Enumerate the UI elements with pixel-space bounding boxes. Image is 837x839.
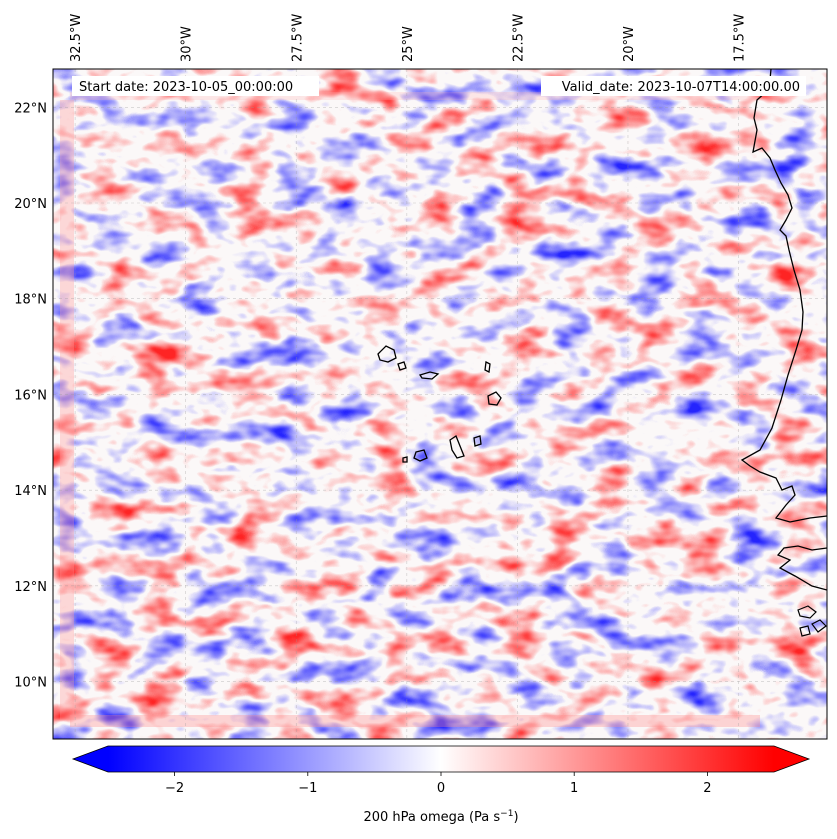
valid-date-box: Valid_date: 2023-10-07T14:00:00.00 xyxy=(541,76,806,96)
island-santo-antao xyxy=(377,345,397,363)
lon-label: 27.5°W xyxy=(290,14,305,62)
lon-label: 30°W xyxy=(180,26,195,62)
coastline-bissagos xyxy=(797,605,827,637)
colorbar-tick-label: 0 xyxy=(437,781,445,796)
island-sao-nicolau xyxy=(418,371,440,380)
domain-border-bottom xyxy=(70,715,760,727)
latitude-labels: 22°N 20°N 18°N 16°N 14°N 12°N 10°N xyxy=(14,101,47,690)
valid-date-label: Valid_date: 2023-10-07T14:00:00.00 xyxy=(562,80,800,95)
cape-verde-islands xyxy=(377,345,502,463)
lat-label: 14°N xyxy=(14,484,47,499)
longitude-labels: 32.5°W 30°W 27.5°W 25°W 22.5°W 20°W 17.5°W xyxy=(69,14,747,62)
lat-label: 20°N xyxy=(14,197,47,212)
colorbar-label: 200 hPa omega (Pa s−1) xyxy=(363,809,518,825)
island-sao-vicente xyxy=(397,361,407,371)
colorbar-tick-label: 1 xyxy=(570,781,578,796)
omega-field xyxy=(53,69,827,739)
colorbar-tick-label: −2 xyxy=(165,781,184,796)
coastline-guinea xyxy=(776,545,827,591)
domain-border-left xyxy=(60,100,74,720)
map-frame xyxy=(52,68,828,740)
domain-border-top xyxy=(70,92,760,100)
lon-label: 25°W xyxy=(401,26,416,62)
gridlines xyxy=(53,69,827,739)
lon-label: 17.5°W xyxy=(733,14,748,62)
lon-label: 20°W xyxy=(622,26,637,62)
lat-label: 12°N xyxy=(14,580,47,595)
colorbar-ticks: −2 −1 0 1 2 xyxy=(165,772,712,796)
colorbar-tick-label: 2 xyxy=(703,781,711,796)
coastline-africa xyxy=(740,69,827,523)
colorbar-extend-low xyxy=(73,746,108,772)
lat-label: 18°N xyxy=(14,293,47,308)
lat-label: 16°N xyxy=(14,388,47,403)
lon-label: 32.5°W xyxy=(69,14,84,62)
start-date-label: Start date: 2023-10-05_00:00:00 xyxy=(79,80,293,95)
lat-label: 22°N xyxy=(14,101,47,116)
colorbar-extend-high xyxy=(774,746,809,772)
lon-label: 22.5°W xyxy=(511,14,526,62)
island-maio xyxy=(473,435,482,447)
island-boa-vista xyxy=(487,391,502,406)
island-fogo xyxy=(413,449,428,462)
start-date-box: Start date: 2023-10-05_00:00:00 xyxy=(72,76,319,96)
map-panel xyxy=(52,68,828,740)
colorbar: −2 −1 0 1 2 200 hPa omega (Pa s−1) xyxy=(71,745,811,825)
island-santiago xyxy=(449,435,465,459)
colorbar-outline xyxy=(71,745,811,773)
island-sal xyxy=(484,361,491,373)
island-brava xyxy=(402,456,408,463)
lat-label: 10°N xyxy=(14,676,47,691)
colorbar-tick-label: −1 xyxy=(298,781,317,796)
colorbar-body xyxy=(108,746,774,772)
